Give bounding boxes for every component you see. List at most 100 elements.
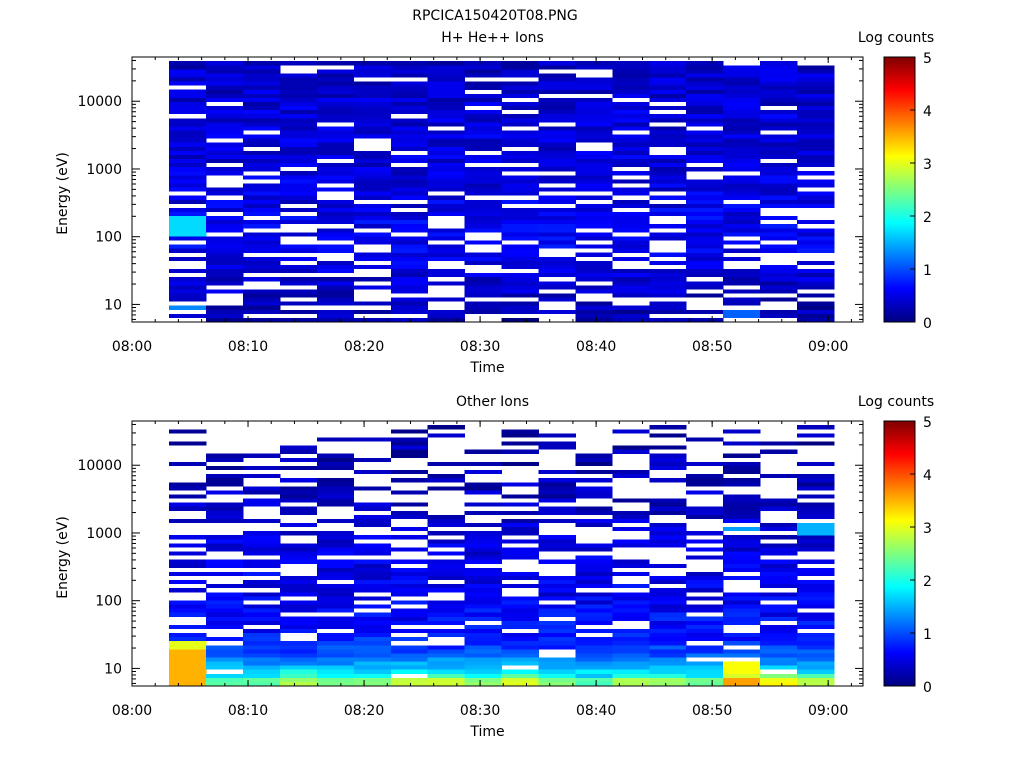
heatmap-cell — [575, 592, 613, 597]
heatmap-cell — [464, 289, 502, 294]
y-tick-label: 10000 — [77, 94, 122, 110]
heatmap-cell — [427, 183, 465, 188]
heatmap-cell — [797, 138, 835, 143]
heatmap-cell — [649, 535, 687, 540]
heatmap-cell — [279, 256, 318, 261]
heatmap-cell — [575, 478, 613, 483]
heatmap-cell — [390, 681, 429, 686]
heatmap-cell — [353, 588, 392, 593]
heatmap-cell — [538, 220, 576, 225]
heatmap-cell — [279, 195, 318, 200]
heatmap-cell — [464, 167, 502, 172]
heatmap-cell — [501, 616, 539, 621]
heatmap-cell — [649, 466, 687, 471]
heatmap-cell — [316, 539, 355, 544]
heatmap-cell — [575, 584, 613, 589]
heatmap-cell — [797, 273, 835, 278]
heatmap-cell — [243, 616, 281, 621]
heatmap-cell — [464, 543, 502, 548]
heatmap-cell — [612, 604, 650, 609]
heatmap-cell — [169, 269, 207, 274]
heatmap-cell — [353, 73, 392, 78]
heatmap-cell — [279, 629, 318, 634]
heatmap-cell — [279, 159, 318, 164]
heatmap-cell — [797, 281, 835, 286]
heatmap-cell — [464, 673, 502, 678]
heatmap-cell — [575, 167, 613, 172]
panel-title: H+ He++ Ions — [441, 30, 544, 46]
heatmap-cell — [575, 212, 613, 217]
heatmap-cell — [686, 620, 724, 625]
heatmap-cell — [797, 97, 835, 102]
heatmap-cell — [206, 69, 244, 74]
heatmap-cell — [206, 77, 244, 82]
heatmap-cell — [390, 191, 429, 196]
heatmap-cell — [760, 191, 798, 196]
heatmap-cell — [760, 649, 798, 654]
heatmap-cell — [464, 305, 502, 310]
heatmap-cell — [427, 150, 465, 155]
heatmap-cell — [575, 608, 613, 613]
heatmap-cell — [649, 273, 687, 278]
heatmap-cell — [279, 608, 318, 613]
heatmap-cell — [760, 506, 798, 511]
heatmap-cell — [169, 535, 207, 540]
heatmap-cell — [723, 97, 761, 102]
heatmap-cell — [686, 265, 724, 270]
heatmap-cell — [206, 506, 244, 511]
heatmap-cell — [279, 77, 318, 82]
heatmap-cell — [760, 102, 798, 107]
heatmap-cell — [464, 592, 502, 597]
heatmap-cell — [797, 653, 835, 658]
heatmap-cell — [723, 114, 761, 119]
heatmap-cell — [353, 183, 392, 188]
heatmap-cell — [353, 673, 392, 678]
heatmap-cell — [797, 523, 835, 528]
heatmap-cell — [243, 248, 281, 253]
heatmap-cell — [686, 269, 724, 274]
heatmap-cell — [649, 661, 687, 666]
heatmap-cell — [501, 576, 539, 581]
heatmap-cell — [279, 449, 318, 454]
heatmap-cell — [575, 555, 613, 560]
heatmap-cell — [501, 65, 539, 70]
heatmap-cell — [723, 608, 761, 613]
heatmap-cell — [206, 85, 244, 90]
heatmap-cell — [538, 637, 576, 642]
heatmap-cell — [427, 199, 465, 204]
heatmap-cell — [797, 486, 835, 491]
heatmap-cell — [575, 641, 613, 646]
heatmap-cell — [427, 665, 465, 670]
heatmap-cell — [169, 199, 207, 204]
heatmap-cell — [797, 179, 835, 184]
heatmap-cell — [243, 645, 281, 650]
heatmap-cell — [316, 265, 355, 270]
heatmap-cell — [427, 97, 465, 102]
heatmap-cell — [686, 73, 724, 78]
heatmap-cell — [169, 207, 207, 212]
heatmap-cell — [316, 624, 355, 629]
heatmap-cell — [169, 167, 207, 172]
heatmap-cell — [575, 510, 613, 515]
heatmap-cell — [649, 85, 687, 90]
heatmap-cell — [797, 163, 835, 168]
heatmap-cell — [649, 252, 687, 257]
heatmap-cell — [427, 281, 465, 286]
heatmap-cell — [501, 645, 539, 650]
heatmap-cell — [243, 102, 281, 107]
heatmap-cell — [316, 216, 355, 221]
heatmap-cell — [169, 604, 207, 609]
heatmap-cell — [464, 567, 502, 572]
heatmap-cell — [686, 69, 724, 74]
heatmap-cell — [316, 110, 355, 115]
heatmap-cell — [649, 596, 687, 601]
heatmap-cell — [723, 150, 761, 155]
heatmap-cell — [169, 89, 207, 94]
heatmap-cell — [390, 273, 429, 278]
heatmap-cell — [612, 122, 650, 127]
heatmap-cell — [169, 224, 207, 229]
heatmap-cell — [316, 665, 355, 670]
heatmap-cell — [686, 604, 724, 609]
heatmap-cell — [243, 661, 281, 666]
